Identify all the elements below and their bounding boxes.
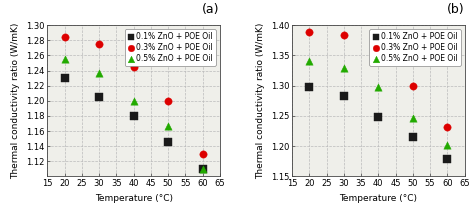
0.1% ZnO + POE Oil bbox=[306, 85, 313, 89]
0.5% ZnO + POE Oil bbox=[95, 71, 103, 75]
0.3% ZnO + POE Oil bbox=[61, 35, 68, 38]
Text: (b): (b) bbox=[447, 3, 465, 16]
0.3% ZnO + POE Oil bbox=[95, 42, 103, 46]
Y-axis label: Thermal conductivity ratio (W/mK): Thermal conductivity ratio (W/mK) bbox=[256, 23, 265, 179]
0.1% ZnO + POE Oil bbox=[164, 141, 172, 144]
X-axis label: Temperature (°C): Temperature (°C) bbox=[339, 194, 417, 203]
0.3% ZnO + POE Oil bbox=[444, 125, 451, 129]
0.5% ZnO + POE Oil bbox=[164, 124, 172, 127]
0.5% ZnO + POE Oil bbox=[340, 66, 347, 69]
Legend: 0.1% ZnO + POE Oil, 0.3% ZnO + POE Oil, 0.5% ZnO + POE Oil: 0.1% ZnO + POE Oil, 0.3% ZnO + POE Oil, … bbox=[125, 29, 216, 66]
0.5% ZnO + POE Oil bbox=[199, 167, 206, 171]
0.1% ZnO + POE Oil bbox=[199, 167, 206, 171]
0.1% ZnO + POE Oil bbox=[374, 116, 382, 119]
0.5% ZnO + POE Oil bbox=[374, 86, 382, 89]
0.3% ZnO + POE Oil bbox=[164, 99, 172, 102]
0.1% ZnO + POE Oil bbox=[409, 135, 417, 139]
Legend: 0.1% ZnO + POE Oil, 0.3% ZnO + POE Oil, 0.5% ZnO + POE Oil: 0.1% ZnO + POE Oil, 0.3% ZnO + POE Oil, … bbox=[369, 29, 461, 66]
X-axis label: Temperature (°C): Temperature (°C) bbox=[95, 194, 173, 203]
0.5% ZnO + POE Oil bbox=[61, 58, 68, 61]
0.1% ZnO + POE Oil bbox=[95, 95, 103, 99]
0.5% ZnO + POE Oil bbox=[130, 99, 137, 102]
0.3% ZnO + POE Oil bbox=[340, 34, 347, 37]
0.1% ZnO + POE Oil bbox=[130, 114, 137, 118]
0.3% ZnO + POE Oil bbox=[374, 52, 382, 55]
Y-axis label: Thermal conductivity ratio (W/mK): Thermal conductivity ratio (W/mK) bbox=[11, 23, 20, 179]
0.3% ZnO + POE Oil bbox=[306, 31, 313, 34]
0.3% ZnO + POE Oil bbox=[199, 152, 206, 155]
0.3% ZnO + POE Oil bbox=[130, 65, 137, 68]
0.1% ZnO + POE Oil bbox=[444, 158, 451, 161]
0.5% ZnO + POE Oil bbox=[444, 143, 451, 147]
0.3% ZnO + POE Oil bbox=[409, 84, 417, 87]
0.1% ZnO + POE Oil bbox=[340, 94, 347, 98]
0.5% ZnO + POE Oil bbox=[409, 116, 417, 119]
Text: (a): (a) bbox=[202, 3, 220, 16]
0.5% ZnO + POE Oil bbox=[306, 60, 313, 63]
0.1% ZnO + POE Oil bbox=[61, 76, 68, 80]
